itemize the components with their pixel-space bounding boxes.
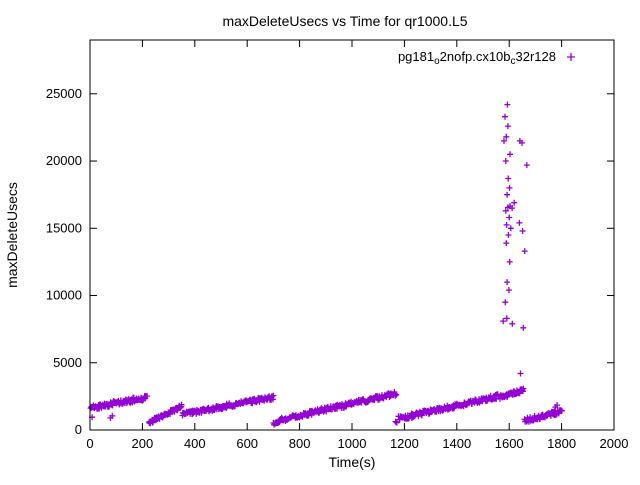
y-axis-label: maxDeleteUsecs (4, 182, 20, 288)
y-tick-label: 10000 (46, 288, 82, 303)
x-tick-label: 1600 (495, 436, 524, 451)
x-tick-label: 600 (236, 436, 258, 451)
plot-border (89, 39, 615, 431)
x-tick-label: 2000 (600, 436, 629, 451)
y-tick-label: 5000 (53, 355, 82, 370)
x-tick-label: 1200 (390, 436, 419, 451)
y-tick-label: 15000 (46, 220, 82, 235)
legend-series-label: pg181o2nofp.cx10bc32r128 (398, 49, 556, 67)
axis-tick-labels: 0 200 400 600 800 1000 1200 1400 1600 1800 2000050… (46, 86, 629, 451)
y-tick-label: 20000 (46, 153, 82, 168)
x-tick-label: 1000 (338, 436, 367, 451)
series-points-path (87, 101, 565, 428)
x-tick-label: 400 (184, 436, 206, 451)
chart-title: maxDeleteUsecs vs Time for qr1000.L5 (222, 13, 467, 29)
scatter-points (87, 101, 565, 428)
y-tick-label: 0 (75, 422, 82, 437)
y-tick-label: 25000 (46, 86, 82, 101)
x-tick-label: 800 (289, 436, 311, 451)
legend-plus-marker (567, 53, 575, 61)
legend: pg181o2nofp.cx10bc32r128 (398, 49, 575, 67)
axis-ticks (89, 40, 615, 431)
x-axis-label: Time(s) (329, 454, 376, 470)
x-tick-label: 0 (86, 436, 93, 451)
x-tick-label: 1400 (442, 436, 471, 451)
x-tick-label: 1800 (547, 436, 576, 451)
x-tick-label: 200 (132, 436, 154, 451)
